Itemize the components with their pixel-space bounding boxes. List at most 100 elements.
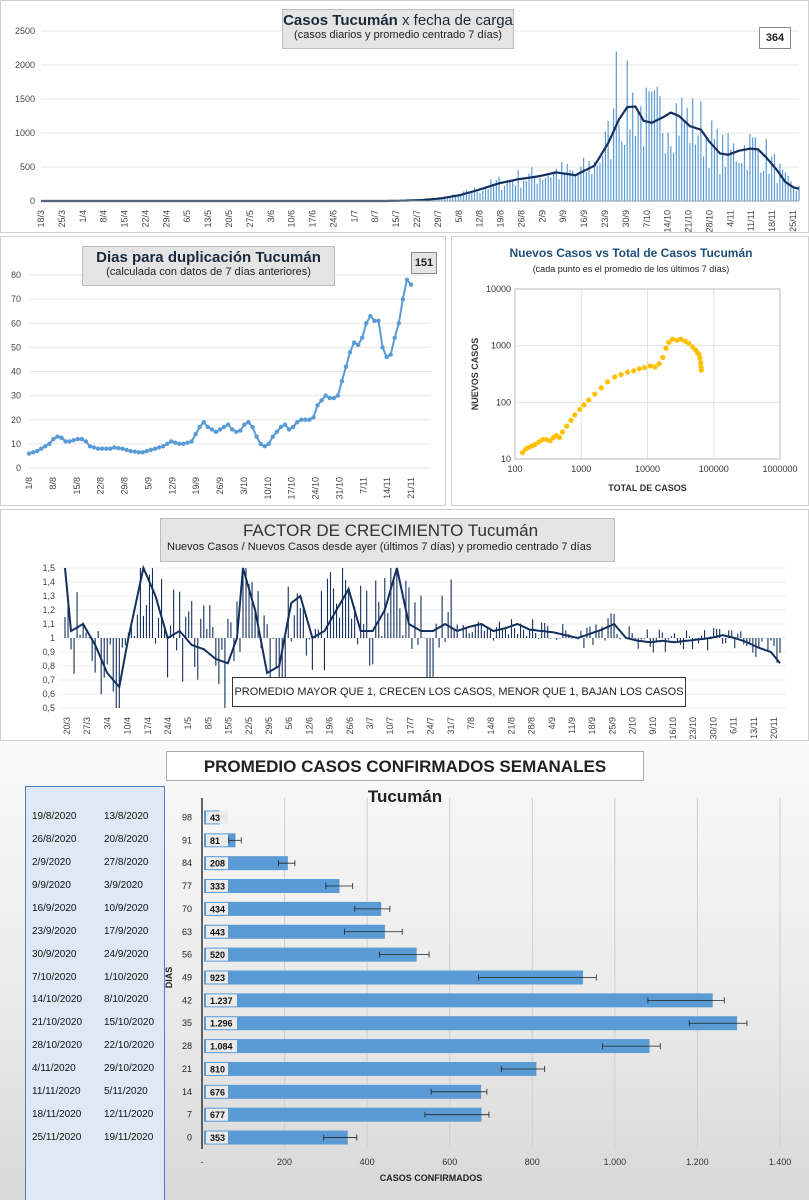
semanal-value-label: 1.084	[210, 1042, 233, 1052]
factor-xtick-label: 24/7	[426, 717, 436, 735]
duplicacion-ytick-label: 20	[11, 415, 21, 425]
duplicacion-point	[315, 403, 320, 408]
casos-daily-bar	[670, 145, 672, 201]
casos-daily-bar	[618, 124, 620, 201]
scatter-point	[618, 371, 624, 378]
casos-daily-bar	[678, 135, 680, 201]
casos-daily-bar	[509, 180, 511, 201]
scatter-point	[686, 340, 692, 346]
semanal-value-bg	[206, 1085, 228, 1098]
duplicacion-point	[67, 439, 72, 444]
semanal-dias-label: 14	[182, 1087, 192, 1097]
factor-ytick-label: 1,2	[42, 605, 55, 615]
factor-xtick-label: 9/10	[648, 717, 658, 735]
casos-daily-bar	[645, 87, 647, 201]
scatter-xtick-label: 100000	[699, 464, 729, 474]
duplicacion-point	[372, 318, 377, 324]
scatter-point	[631, 368, 637, 374]
scatter-point	[697, 355, 703, 361]
casos-daily-bar	[604, 131, 607, 201]
casos-xtick-label: 6/5	[182, 210, 192, 223]
casos-daily-bar	[762, 170, 765, 201]
semanal-date-end: 16/9/2020	[32, 902, 77, 914]
scatter-point	[539, 436, 546, 443]
duplicacion-point	[323, 393, 328, 398]
casos-daily-bar	[550, 177, 552, 201]
casos-daily-bar	[705, 136, 707, 201]
casos-daily-bar	[790, 181, 792, 201]
scatter-ytick-label: 10000	[486, 284, 511, 294]
casos-daily-bar	[476, 191, 478, 201]
factor-xtick-label: 31/7	[446, 717, 456, 735]
semanal-dias-label: 77	[182, 881, 192, 891]
duplicacion-point	[177, 441, 182, 447]
casos-daily-bar	[563, 174, 566, 201]
casos-daily-bar	[681, 97, 683, 201]
casos-daily-bar	[738, 162, 740, 201]
scatter-xtick-label: 1000000	[762, 464, 797, 474]
semanal-xtick-label: 600	[442, 1157, 457, 1167]
duplicacion-point	[400, 296, 406, 302]
duplicacion-point	[51, 436, 56, 442]
duplicacion-ytick-label: 80	[11, 270, 21, 280]
duplicacion-point	[303, 417, 308, 422]
casos-daily-bar	[692, 98, 694, 201]
duplicacion-point	[124, 447, 129, 453]
casos-daily-bar	[484, 188, 487, 201]
semanal-value-label: 520	[210, 950, 225, 960]
casos-daily-bar	[591, 174, 593, 201]
casos-daily-bar	[498, 176, 500, 201]
casos-xtick-label: 7/10	[642, 210, 652, 228]
semanal-date-row: 14/10/2020 8/10/2020	[26, 992, 166, 1010]
casos-daily-bar	[503, 185, 506, 201]
duplicacion-point	[116, 446, 121, 451]
duplicacion-point	[339, 378, 345, 384]
duplicacion-ytick-label: 10	[11, 439, 21, 449]
casos-xtick-label: 21/10	[684, 210, 694, 233]
casos-daily-bar	[572, 170, 574, 201]
casos-daily-bar	[656, 86, 658, 201]
casos-title: Casos Tucumán	[283, 12, 398, 29]
casos-daily-bar	[637, 112, 639, 201]
casos-daily-bar	[465, 190, 467, 201]
semanal-date-row: 18/11/2020 12/11/2020	[26, 1107, 166, 1125]
scatter-point	[660, 354, 666, 361]
casos-daily-bar	[773, 153, 776, 201]
semanal-bar	[204, 993, 713, 1008]
casos-daily-bar	[735, 161, 737, 201]
duplicacion-point	[262, 444, 267, 449]
casos-daily-bar	[732, 143, 735, 201]
casos-daily-bar	[757, 148, 759, 201]
semanal-bar	[204, 901, 382, 916]
casos-daily-bar	[544, 177, 547, 201]
casos-daily-bar	[612, 108, 615, 201]
semanal-dias-label: 56	[182, 950, 192, 960]
duplicacion-point	[380, 345, 385, 350]
semanal-date-end: 28/10/2020	[32, 1040, 83, 1052]
casos-daily-bar	[708, 167, 710, 201]
semanal-xlabel: CASOS CONFIRMADOS	[380, 1173, 483, 1183]
casos-daily-bar	[787, 175, 789, 201]
factor-xtick-label: 15/5	[224, 717, 234, 735]
casos-xtick-label: 1/7	[349, 210, 359, 223]
semanal-bar	[204, 970, 584, 985]
casos-daily-bar	[792, 188, 795, 201]
casos-daily-bar	[662, 133, 664, 201]
duplicacion-ytick-label: 70	[11, 294, 21, 304]
casos-daily-bar	[555, 168, 557, 201]
casos-daily-bar	[520, 187, 522, 201]
semanal-bar	[204, 1107, 482, 1122]
factor-xtick-label: 18/9	[587, 717, 597, 735]
casos-daily-bar	[651, 91, 653, 201]
semanal-date-row: 11/11/2020 5/11/2020	[26, 1084, 166, 1102]
casos-xtick-label: 4/11	[725, 210, 735, 227]
duplicacion-point	[246, 419, 251, 425]
casos-daily-bar	[768, 173, 770, 201]
casos-daily-bar	[517, 170, 519, 201]
duplicacion-xtick-label: 8/8	[48, 477, 58, 490]
duplicacion-point	[299, 417, 304, 422]
duplicacion-point	[104, 446, 109, 451]
factor-xtick-label: 10/4	[123, 717, 133, 735]
semanal-value-bg	[206, 994, 237, 1007]
casos-ytick-label: 1000	[15, 128, 35, 138]
